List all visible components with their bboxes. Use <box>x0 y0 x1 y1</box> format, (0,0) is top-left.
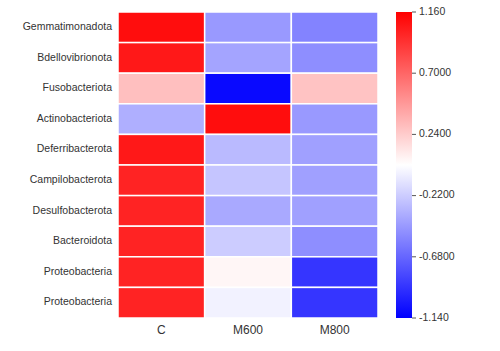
row-label: Actinobacteriota <box>37 112 112 124</box>
heatmap-cell <box>118 257 205 288</box>
heatmap-cell <box>205 257 292 288</box>
heatmap-cell <box>205 134 292 165</box>
colorbar-tick-label: -0.6800 <box>419 250 455 262</box>
heatmap-cell <box>118 165 205 196</box>
heatmap-cell <box>291 165 378 196</box>
heatmap-cell <box>291 287 378 318</box>
heatmap-cell <box>118 287 205 318</box>
row-label: Bdellovibrionota <box>37 51 112 63</box>
row-label: Deferribacterota <box>37 142 112 154</box>
row-label: Desulfobacterota <box>33 204 113 216</box>
row-label: Proteobacteria <box>44 265 112 277</box>
colorbar-tick <box>412 73 416 74</box>
heatmap-cell <box>118 12 205 43</box>
colorbar-tick-label: -1.140 <box>419 311 449 323</box>
heatmap-cell <box>118 43 205 74</box>
colorbar-tick-label: 0.7000 <box>419 66 451 78</box>
row-label: Bacteroidota <box>53 234 112 246</box>
heatmap-cell <box>118 73 205 104</box>
heatmap-cell <box>291 226 378 257</box>
row-label: Campilobacterota <box>30 173 112 185</box>
heatmap-cell <box>291 104 378 135</box>
column-label: C <box>157 323 166 337</box>
colorbar-tick <box>412 195 416 196</box>
heatmap-cell <box>118 134 205 165</box>
heatmap-cell <box>205 226 292 257</box>
colorbar-tick <box>412 318 416 319</box>
cells <box>118 12 378 318</box>
heatmap-cell <box>205 287 292 318</box>
colorbar <box>396 12 412 318</box>
colorbar-tick <box>412 256 416 257</box>
heatmap-cell <box>205 196 292 227</box>
heatmap-cell <box>291 12 378 43</box>
heatmap-cell <box>118 104 205 135</box>
colorbar-tick-label: 1.160 <box>419 5 445 17</box>
page: {"chart_data": {"type": "heatmap", "rows… <box>0 0 500 351</box>
heatmap-cell <box>205 73 292 104</box>
colorbar-tick-label: -0.2200 <box>419 188 455 200</box>
heatmap-cell <box>205 43 292 74</box>
chart: Gemmatimonadota Bdellovibrionota Fusobacte… <box>0 0 500 351</box>
heatmap-cell <box>118 226 205 257</box>
colorbar-tick-label: 0.2400 <box>419 127 451 139</box>
heatmap-cell <box>291 257 378 288</box>
heatmap-cell <box>205 104 292 135</box>
heatmap-cell <box>118 196 205 227</box>
colorbar-tick <box>412 134 416 135</box>
heatmap-cell <box>205 12 292 43</box>
column-label: M800 <box>320 323 350 337</box>
heatmap-cell <box>291 134 378 165</box>
heatmap-cell <box>205 165 292 196</box>
heatmap-cell <box>291 196 378 227</box>
row-label: Proteobacteria <box>44 295 112 307</box>
heatmap-cell <box>291 73 378 104</box>
colorbar-tick <box>412 12 416 13</box>
heatmap-cell <box>291 43 378 74</box>
row-label: Gemmatimonadota <box>23 20 112 32</box>
row-label: Fusobacteriota <box>43 81 113 93</box>
column-label: M600 <box>233 323 263 337</box>
